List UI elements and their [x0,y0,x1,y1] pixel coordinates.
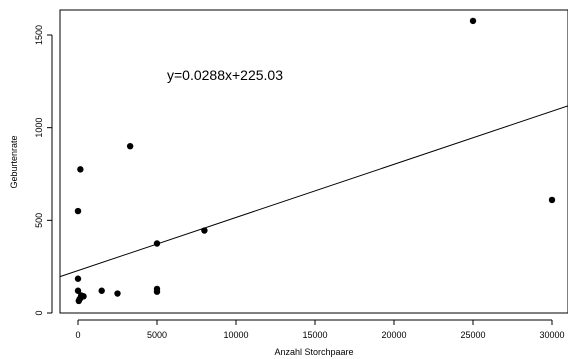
x-axis-ticks: 0 5000 10000 15000 20000 25000 30000 [75,320,565,340]
y-axis-label: Geburtenrate [9,135,19,188]
x-tick-label: 20000 [381,330,406,340]
y-tick-label: 1500 [34,25,44,45]
x-axis-label: Anzahl Storchpaare [274,347,353,357]
x-tick-label: 25000 [460,330,485,340]
x-tick-label: 10000 [223,330,248,340]
data-point [114,290,121,297]
data-point [201,227,208,234]
plot-frame [59,9,568,314]
regression-line [59,105,568,278]
x-tick-label: 30000 [539,330,564,340]
data-point [469,17,477,25]
data-point [74,275,82,282]
data-point [548,196,556,204]
data-point [77,166,84,173]
x-tick-label: 15000 [302,330,327,340]
data-point [77,294,84,302]
data-point [153,240,161,247]
regression-equation: y=0.0288x+225.03 [167,67,283,83]
y-tick-label: 1000 [34,118,44,138]
data-point [74,287,82,294]
data-point [153,288,161,295]
data-point [74,207,82,215]
y-tick-label: 0 [34,310,44,315]
y-axis-ticks: 0 500 1000 1500 [34,25,52,316]
x-tick-label: 5000 [147,330,167,340]
data-points [74,17,556,305]
data-point [126,143,134,150]
x-tick-label: 0 [75,330,80,340]
y-tick-label: 500 [34,213,44,228]
data-point [98,287,105,294]
